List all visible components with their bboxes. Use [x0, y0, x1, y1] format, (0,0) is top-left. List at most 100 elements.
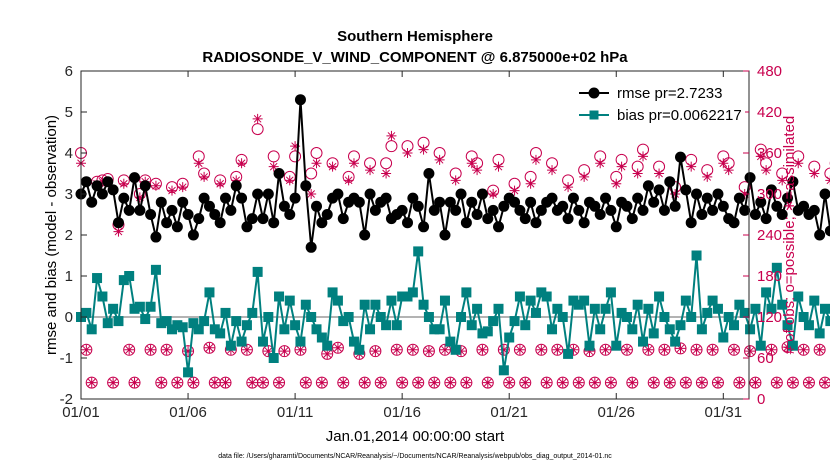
obs-assimilated-marker: [220, 377, 231, 388]
rmse-point: [658, 204, 670, 216]
y-tick-label-left: 4: [65, 145, 73, 162]
obs-assimilated-marker: [295, 344, 306, 355]
rmse-point: [691, 188, 703, 200]
bias-point: [306, 312, 317, 322]
bias-point: [102, 318, 113, 329]
obs-assimilated-marker: [183, 346, 194, 357]
obs-assimilated-marker: [188, 377, 199, 388]
bias-point: [418, 299, 429, 310]
rmse-point: [305, 241, 317, 253]
rmse-point: [80, 176, 92, 188]
rmse-point: [412, 200, 424, 212]
obs-possible-marker: [256, 376, 269, 389]
rmse-point: [359, 229, 371, 241]
bias-point: [472, 303, 483, 314]
bias-point: [745, 324, 756, 335]
rmse-point: [594, 209, 606, 220]
data-file-footer: data file: /Users/gharamti/Documents/NCA…: [218, 453, 612, 460]
rmse-point: [728, 217, 740, 229]
obs-possible-marker: [182, 345, 195, 358]
rmse-point: [685, 217, 697, 229]
obs-possible-marker: [728, 343, 741, 356]
rmse-point: [230, 180, 242, 192]
rmse-point: [674, 151, 686, 163]
rmse-point: [509, 196, 521, 208]
obs-possible-marker: [744, 345, 757, 358]
obs-possible-marker: [642, 343, 655, 356]
bias-point: [247, 307, 258, 318]
chart-subtitle: RADIOSONDE_V_WIND_COMPONENT @ 6.875000e+…: [202, 49, 628, 66]
y-tick-label-left: -2: [60, 391, 73, 408]
obs-assimilated-marker: [150, 180, 161, 191]
obs-assimilated-marker: [263, 346, 274, 357]
bias-point: [547, 324, 558, 335]
obs-assimilated-marker: [482, 377, 493, 388]
obs-assimilated-marker: [621, 344, 632, 355]
bias-point: [199, 316, 210, 327]
rmse-point: [621, 200, 633, 212]
obs-assimilated-marker: [129, 377, 140, 388]
obs-assimilated-marker: [370, 346, 381, 357]
obs-possible-marker: [160, 343, 173, 356]
obs-assimilated-marker: [547, 165, 558, 176]
obs-assimilated-marker: [520, 377, 531, 388]
obs-possible-marker: [481, 376, 494, 389]
bias-point: [488, 316, 499, 327]
rmse-point: [546, 192, 558, 204]
rmse-point: [123, 204, 135, 216]
obs-assimilated-marker: [461, 377, 472, 388]
obs-possible-marker: [733, 376, 746, 389]
bias-point: [739, 307, 750, 318]
rmse-point: [380, 192, 392, 204]
obs-assimilated-marker: [589, 377, 600, 388]
obs-assimilated-marker: [541, 377, 552, 388]
obs-assimilated-marker: [423, 346, 434, 357]
y-tick-label-right: 60: [757, 350, 774, 367]
obs-assimilated-marker: [445, 377, 456, 388]
obs-assimilated-marker: [439, 344, 450, 355]
obs-assimilated-marker: [386, 130, 397, 141]
rmse-point: [514, 204, 526, 216]
y-tick-label-right: 300: [757, 186, 782, 203]
rmse-point: [209, 209, 221, 220]
obs-assimilated-marker: [252, 113, 263, 124]
rmse-point: [471, 209, 483, 220]
bias-point: [183, 367, 194, 378]
rmse-point: [198, 192, 210, 204]
obs-assimilated-marker: [241, 344, 252, 355]
obs-assimilated-marker: [381, 168, 392, 179]
obs-possible-marker: [626, 376, 639, 389]
obs-possible-marker: [690, 343, 703, 356]
obs-assimilated-marker: [306, 189, 317, 199]
obs-possible-marker: [476, 343, 489, 356]
rmse-point: [129, 172, 141, 184]
obs-possible-marker: [679, 376, 692, 389]
bias-point: [525, 295, 536, 306]
bias-point: [589, 303, 600, 314]
obs-possible-marker: [422, 345, 435, 358]
obs-assimilated-marker: [108, 377, 119, 388]
rmse-point: [262, 188, 274, 200]
obs-assimilated-marker: [397, 377, 408, 388]
rmse-point: [578, 217, 590, 229]
bias-point: [343, 312, 354, 322]
bias-point: [696, 324, 707, 335]
bias-point: [456, 312, 467, 322]
obs-possible-marker: [770, 376, 783, 389]
rmse-point: [589, 200, 601, 212]
obs-assimilated-marker: [761, 165, 772, 176]
obs-assimilated-marker: [734, 377, 745, 388]
rmse-point: [241, 221, 253, 233]
obs-assimilated-marker: [327, 161, 338, 172]
obs-possible-marker: [315, 376, 328, 389]
obs-assimilated-marker: [680, 377, 691, 388]
obs-assimilated-marker: [745, 346, 756, 357]
obs-assimilated-marker: [488, 189, 499, 199]
obs-assimilated-marker: [450, 175, 461, 186]
obs-assimilated-marker: [514, 344, 525, 355]
rmse-point: [252, 188, 264, 200]
bias-point: [220, 307, 231, 318]
obs-assimilated-marker: [284, 175, 295, 186]
rmse-point: [428, 204, 440, 216]
rmse-point: [487, 204, 499, 216]
